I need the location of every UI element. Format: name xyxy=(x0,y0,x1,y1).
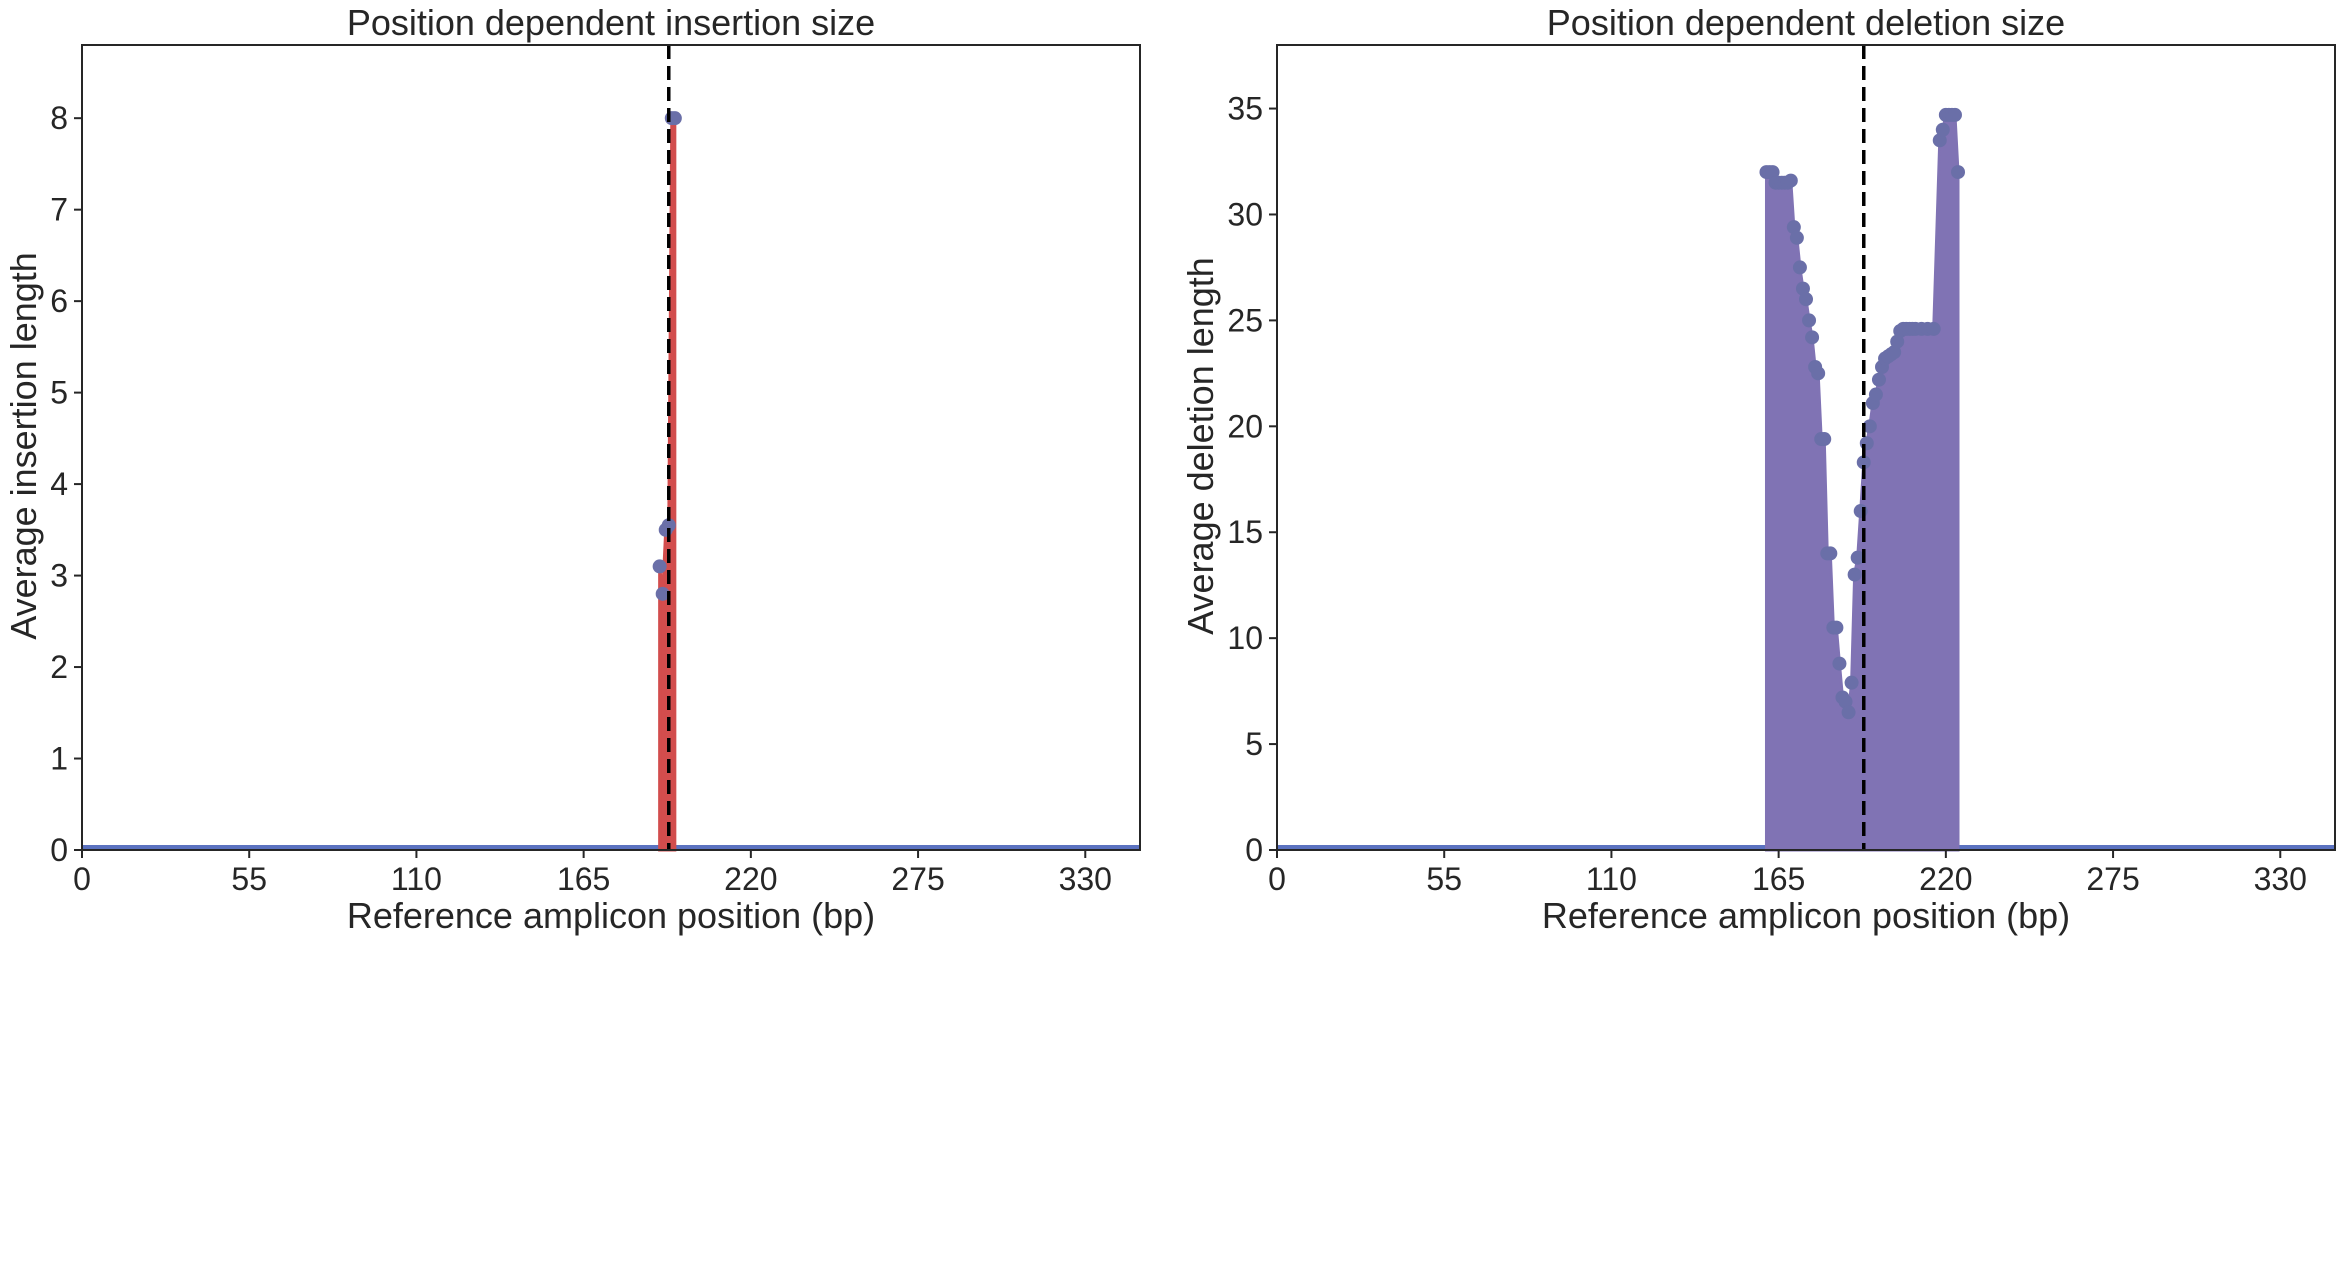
deletion-y-tick-label: 30 xyxy=(1227,196,1263,232)
deletion-data-point xyxy=(1847,567,1862,582)
deletion-data-point xyxy=(1932,133,1947,148)
deletion-data-point xyxy=(1868,387,1883,402)
insertion-axes-frame xyxy=(81,44,1141,851)
deletion-data-point xyxy=(1887,345,1902,360)
deletion-data-point xyxy=(1853,504,1868,519)
deletion-chart-title: Position dependent deletion size xyxy=(1547,2,2065,43)
deletion-x-axis-label: Reference amplicon position (bp) xyxy=(1542,895,2070,936)
deletion-x-tick-label: 220 xyxy=(1919,861,1972,897)
deletion-y-axis-label: Average deletion length xyxy=(1180,257,1221,635)
deletion-y-tick-label: 35 xyxy=(1227,91,1263,127)
deletion-data-point xyxy=(1823,546,1838,561)
deletion-x-tick-label: 110 xyxy=(1586,861,1637,897)
insertion-x-tick-label: 110 xyxy=(391,861,442,897)
deletion-data-point xyxy=(1795,281,1810,296)
deletion-data-point xyxy=(1862,419,1877,434)
deletion-y-tick-label: 0 xyxy=(1245,832,1263,868)
deletion-data-point xyxy=(1802,313,1817,328)
deletion-data-point xyxy=(1817,432,1832,447)
insertion-y-tick-label: 0 xyxy=(50,832,68,868)
deletion-data-point xyxy=(1844,675,1859,690)
insertion-chart-title: Position dependent insertion size xyxy=(347,2,875,43)
insertion-x-tick-label: 55 xyxy=(231,861,267,897)
deletion-data-point xyxy=(1799,292,1813,307)
deletion-data-point xyxy=(1805,330,1820,345)
deletion-axes-frame xyxy=(1276,44,2336,851)
insertion-size-panel: Position dependent insertion size Refere… xyxy=(3,2,1141,936)
insertion-y-tick-label: 2 xyxy=(50,649,68,685)
deletion-data-point xyxy=(1890,334,1905,349)
insertion-x-tick-label: 330 xyxy=(1059,861,1112,897)
deletion-y-tick-label: 25 xyxy=(1227,302,1263,338)
deletion-data-point xyxy=(1850,550,1865,565)
deletion-size-panel: Position dependent deletion size Referen… xyxy=(1180,2,2336,936)
deletion-data-point xyxy=(1856,455,1871,470)
insertion-y-tick-label: 3 xyxy=(50,558,68,594)
deletion-data-point xyxy=(1951,165,1966,180)
deletion-x-tick-label: 0 xyxy=(1268,861,1286,897)
deletion-data-point xyxy=(1765,165,1780,180)
insertion-y-tick-label: 7 xyxy=(50,192,68,228)
deletion-y-tick-label: 10 xyxy=(1227,620,1263,656)
deletion-data-point xyxy=(1947,107,1962,122)
insertion-data-point xyxy=(655,586,670,601)
deletion-data-point xyxy=(1859,436,1874,451)
insertion-y-tick-label: 6 xyxy=(50,283,68,319)
deletion-data-point xyxy=(1783,173,1798,188)
deletion-data-point xyxy=(1871,372,1886,387)
deletion-data-point xyxy=(1935,122,1950,137)
insertion-data-point xyxy=(661,518,676,533)
deletion-x-tick-label: 55 xyxy=(1426,861,1462,897)
insertion-y-tick-label: 8 xyxy=(50,100,68,136)
deletion-data-point xyxy=(1926,321,1941,336)
insertion-y-tick-label: 4 xyxy=(50,466,68,502)
deletion-data-point xyxy=(1792,260,1807,275)
deletion-y-tick-label: 15 xyxy=(1227,514,1263,550)
deletion-data-point xyxy=(1811,366,1826,381)
deletion-x-tick-label: 330 xyxy=(2254,861,2307,897)
insertion-y-axis-label: Average insertion length xyxy=(3,252,44,640)
insertion-data-point xyxy=(652,559,667,574)
insertion-data-point xyxy=(667,111,682,126)
insertion-x-tick-label: 165 xyxy=(557,861,610,897)
deletion-y-tick-label: 5 xyxy=(1245,726,1263,762)
deletion-data-point xyxy=(1789,230,1804,245)
insertion-y-tick-label: 5 xyxy=(50,375,68,411)
deletion-data-point xyxy=(1786,220,1801,235)
deletion-y-tick-label: 20 xyxy=(1227,408,1263,444)
insertion-y-tick-label: 1 xyxy=(50,741,68,777)
deletion-data-point xyxy=(1841,705,1856,720)
deletion-data-point xyxy=(1832,656,1847,671)
deletion-data-point xyxy=(1829,620,1844,635)
insertion-x-tick-label: 275 xyxy=(891,861,944,897)
insertion-x-tick-label: 220 xyxy=(724,861,777,897)
deletion-x-tick-label: 275 xyxy=(2086,861,2139,897)
insertion-x-tick-label: 0 xyxy=(73,861,91,897)
deletion-x-tick-label: 165 xyxy=(1752,861,1805,897)
insertion-x-axis-label: Reference amplicon position (bp) xyxy=(347,895,875,936)
deletion-data-point xyxy=(1838,694,1853,709)
